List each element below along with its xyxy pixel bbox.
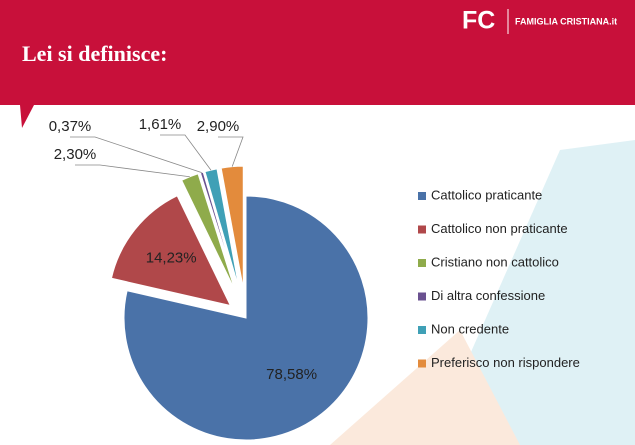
data-label: 0,37% xyxy=(49,118,92,135)
leader-line xyxy=(70,136,202,173)
legend-label: Non credente xyxy=(431,321,509,336)
brand-name: FAMIGLIA CRISTIANA.it xyxy=(515,16,617,26)
legend-swatch xyxy=(418,225,426,234)
pie-slice xyxy=(110,195,232,307)
decor xyxy=(330,330,520,445)
pie: 78,58% 14,23% 2,30% 0,37% 1,61% 2,90% xyxy=(49,116,369,441)
data-label: 2,30% xyxy=(54,146,97,163)
legend-swatch xyxy=(418,259,426,267)
leader-line xyxy=(75,164,190,178)
legend-label: Cattolico praticante xyxy=(431,187,542,202)
pie-slice xyxy=(181,173,236,291)
brand-mark: FC xyxy=(462,7,495,35)
data-label: 1,61% xyxy=(139,116,182,133)
header-band xyxy=(0,0,635,105)
pie-slice xyxy=(123,195,369,441)
legend-swatch xyxy=(418,192,426,200)
legend-label: Cattolico non praticante xyxy=(431,221,568,236)
legend-label: Preferisco non rispondere xyxy=(431,355,580,370)
legend: Cattolico praticante Cattolico non pratic… xyxy=(418,187,580,370)
legend-swatch xyxy=(418,292,426,301)
data-label: 2,90% xyxy=(197,118,240,135)
legend-label: Cristiano non cattolico xyxy=(431,254,559,269)
leader-line xyxy=(160,134,212,171)
leader-line xyxy=(218,136,244,167)
data-label: 14,23% xyxy=(146,249,197,266)
legend-swatch xyxy=(418,359,426,368)
data-label: 78,58% xyxy=(266,366,317,383)
chart-title: Lei si definisce: xyxy=(22,41,167,66)
pie-slice xyxy=(220,165,244,289)
decor xyxy=(430,140,635,445)
legend-swatch xyxy=(418,326,426,334)
legend-label: Di altra confessione xyxy=(431,288,545,303)
header-notch xyxy=(20,105,34,128)
